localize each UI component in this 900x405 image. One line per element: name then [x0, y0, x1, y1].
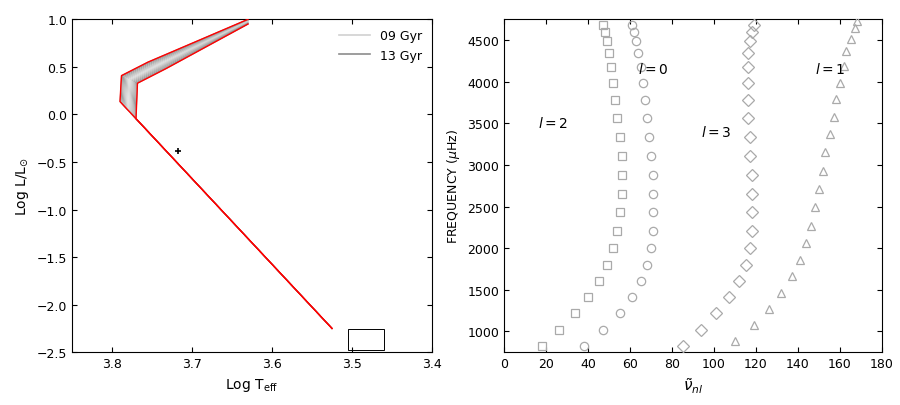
- Text: $l = 3$: $l = 3$: [701, 124, 732, 139]
- X-axis label: Log T$_{\rm eff}$: Log T$_{\rm eff}$: [226, 376, 278, 393]
- X-axis label: $\tilde{\nu}_{nl}$: $\tilde{\nu}_{nl}$: [683, 376, 703, 395]
- Bar: [348, 330, 384, 350]
- Text: $l = 1$: $l = 1$: [814, 62, 845, 77]
- Y-axis label: FREQUENCY ($\mu$Hz): FREQUENCY ($\mu$Hz): [445, 129, 462, 244]
- Text: $l = 2$: $l = 2$: [537, 116, 568, 131]
- Legend: 09 Gyr, 13 Gyr: 09 Gyr, 13 Gyr: [335, 26, 426, 66]
- Text: $l = 0$: $l = 0$: [638, 62, 669, 77]
- Y-axis label: Log L/L$_{\odot}$: Log L/L$_{\odot}$: [14, 157, 32, 216]
